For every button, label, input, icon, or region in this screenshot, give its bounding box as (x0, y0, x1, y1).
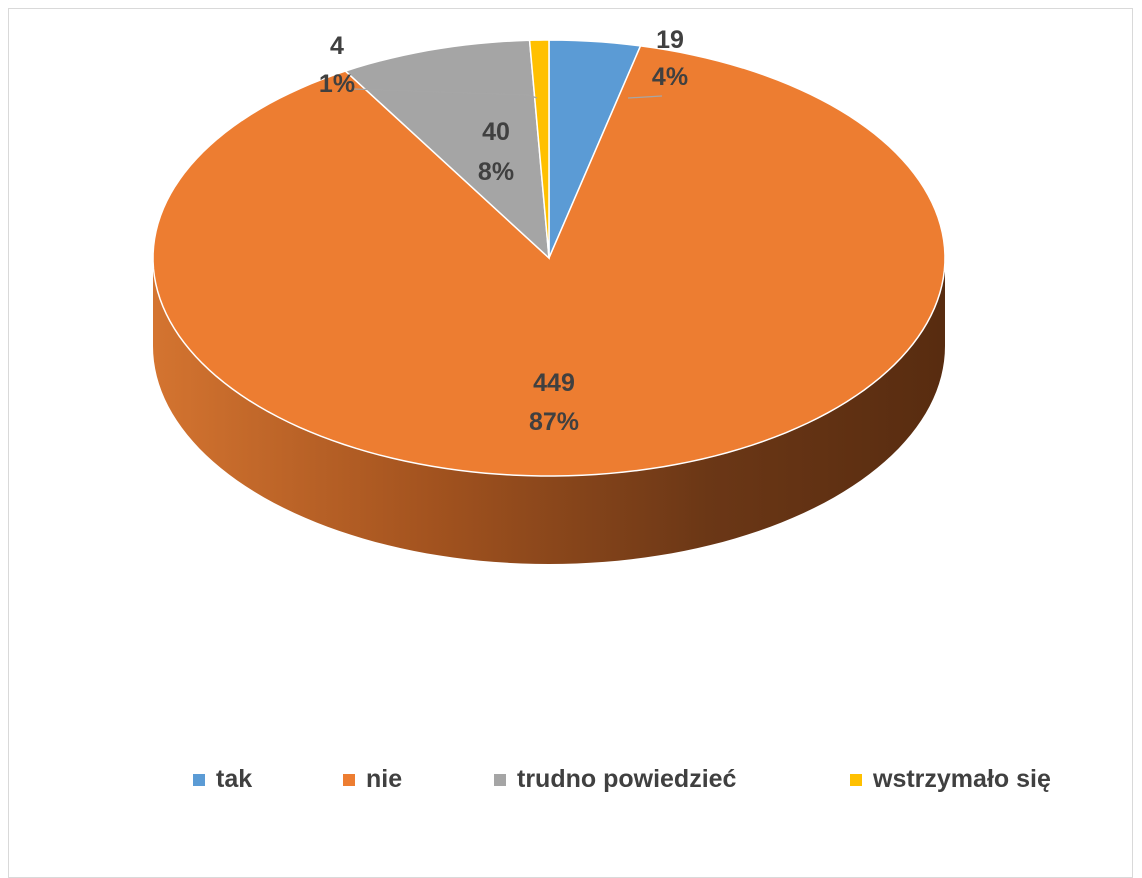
legend-label: wstrzymało się (873, 765, 1051, 793)
leader-line-tak (627, 95, 663, 99)
legend-swatch (343, 773, 355, 786)
data-label-value: 4 (330, 32, 344, 60)
legend-label: tak (216, 765, 253, 793)
pie-slice-nie (152, 45, 946, 477)
data-label-value: 449 (533, 369, 575, 397)
legend-item-trudno-powiedzieć: trudno powiedzieć (494, 765, 736, 794)
data-label-percent: 87% (529, 408, 579, 436)
legend-item-nie: nie (343, 765, 402, 794)
legend-swatch (494, 773, 506, 786)
data-label-value: 40 (482, 118, 510, 146)
legend-label: trudno powiedzieć (517, 765, 737, 793)
data-label-value: 19 (656, 26, 684, 54)
legend-swatch (193, 773, 205, 786)
pie-side-nie (153, 258, 945, 564)
data-label-percent: 1% (319, 70, 355, 98)
legend-item-tak: tak (193, 765, 252, 794)
leader-line-wstrzymało-się (353, 88, 538, 99)
legend-item-wstrzymało-się: wstrzymało się (850, 765, 1051, 794)
data-label-percent: 8% (478, 158, 514, 186)
legend: tak nie trudno powiedzieć wstrzymało się (0, 765, 1142, 805)
data-label-percent: 4% (652, 63, 688, 91)
pie-slice-trudno-powiedzieć (343, 39, 550, 260)
pie-slice-wstrzymało-się (528, 39, 550, 259)
legend-swatch (850, 773, 862, 786)
legend-label: nie (366, 765, 403, 793)
